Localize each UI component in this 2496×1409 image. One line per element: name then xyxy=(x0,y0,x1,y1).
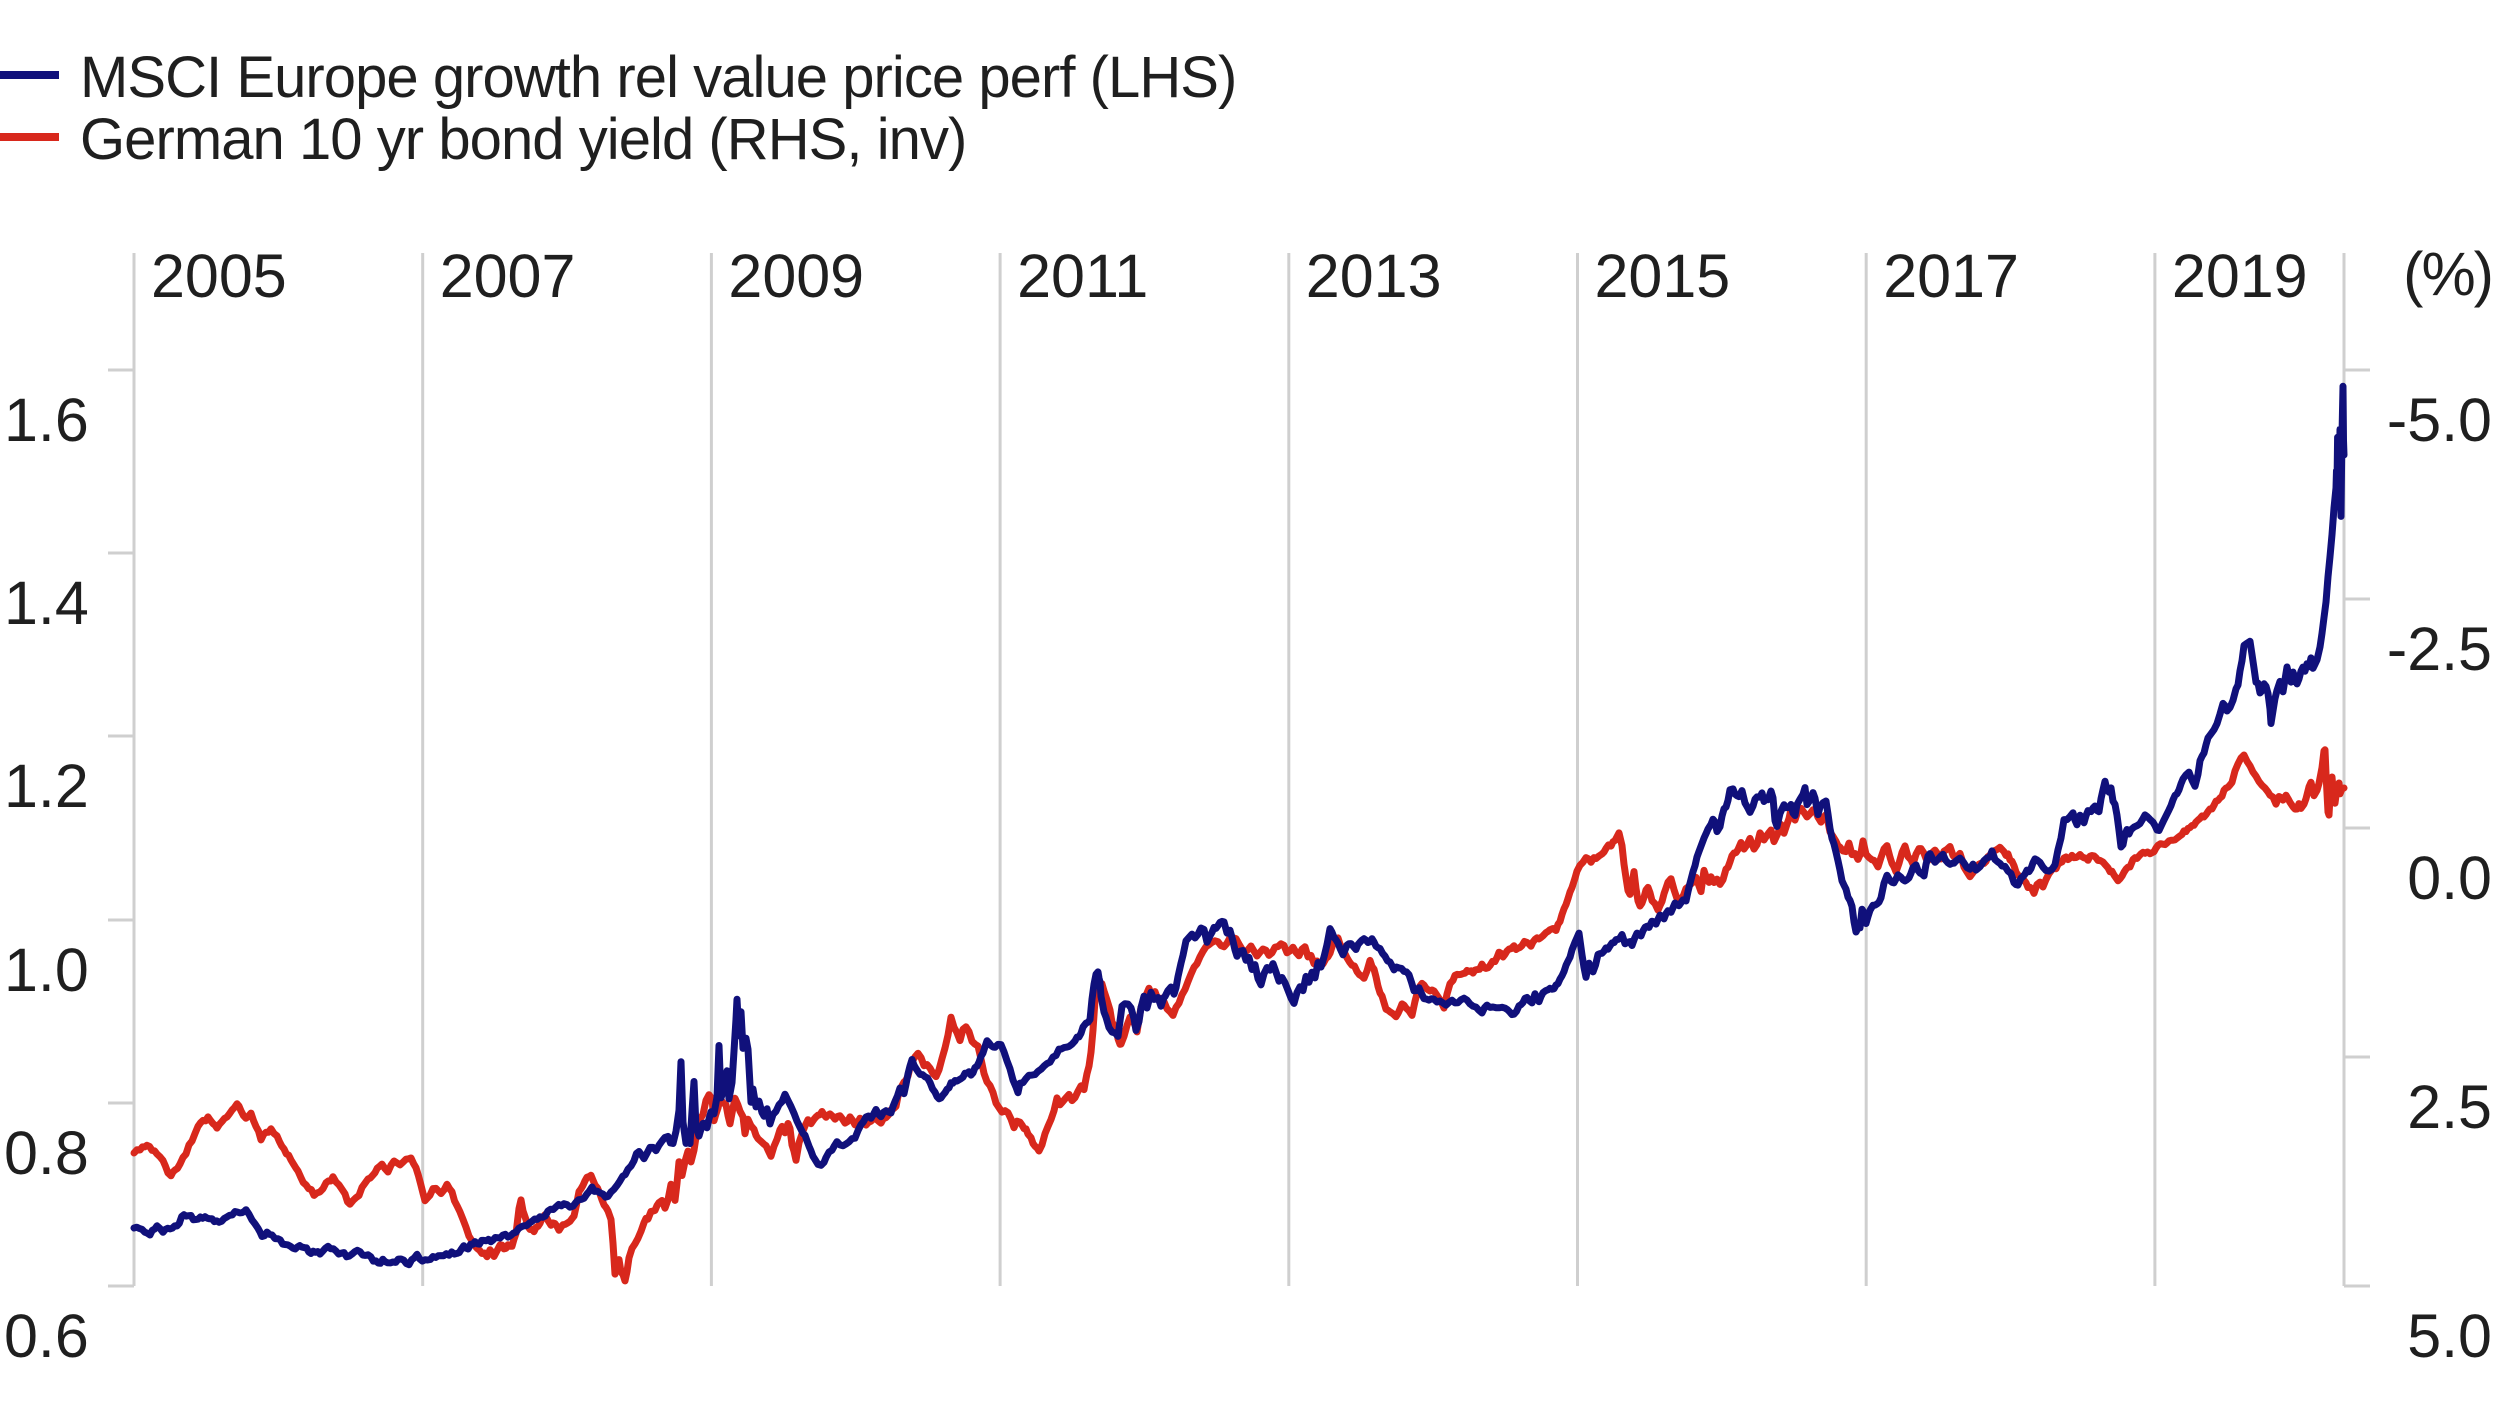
svg-text:1.2: 1.2 xyxy=(4,752,89,820)
svg-text:-2.5: -2.5 xyxy=(2387,615,2492,683)
svg-text:1.6: 1.6 xyxy=(4,386,89,454)
svg-text:1.4: 1.4 xyxy=(4,569,89,637)
svg-text:0.8: 0.8 xyxy=(4,1119,89,1187)
svg-text:2005: 2005 xyxy=(151,242,287,310)
svg-text:-5.0: -5.0 xyxy=(2387,386,2492,454)
svg-text:0.6: 0.6 xyxy=(4,1302,89,1370)
svg-text:1.0: 1.0 xyxy=(4,936,89,1004)
svg-text:2015: 2015 xyxy=(1595,242,1731,310)
svg-text:MSCI Europe growth rel value p: MSCI Europe growth rel value price perf … xyxy=(80,45,1236,110)
svg-text:2011: 2011 xyxy=(1017,242,1148,310)
svg-text:2007: 2007 xyxy=(440,242,576,310)
svg-text:2017: 2017 xyxy=(1883,242,2019,310)
svg-text:2019: 2019 xyxy=(2172,242,2308,310)
svg-text:2.5: 2.5 xyxy=(2407,1073,2492,1141)
svg-text:5.0: 5.0 xyxy=(2407,1302,2492,1370)
svg-text:2013: 2013 xyxy=(1306,242,1442,310)
svg-text:German 10 yr bond yield (RHS,: German 10 yr bond yield (RHS, inv) xyxy=(80,107,966,172)
svg-text:0.0: 0.0 xyxy=(2407,844,2492,912)
svg-text:(%): (%) xyxy=(2403,240,2492,308)
svg-text:2009: 2009 xyxy=(728,242,864,310)
